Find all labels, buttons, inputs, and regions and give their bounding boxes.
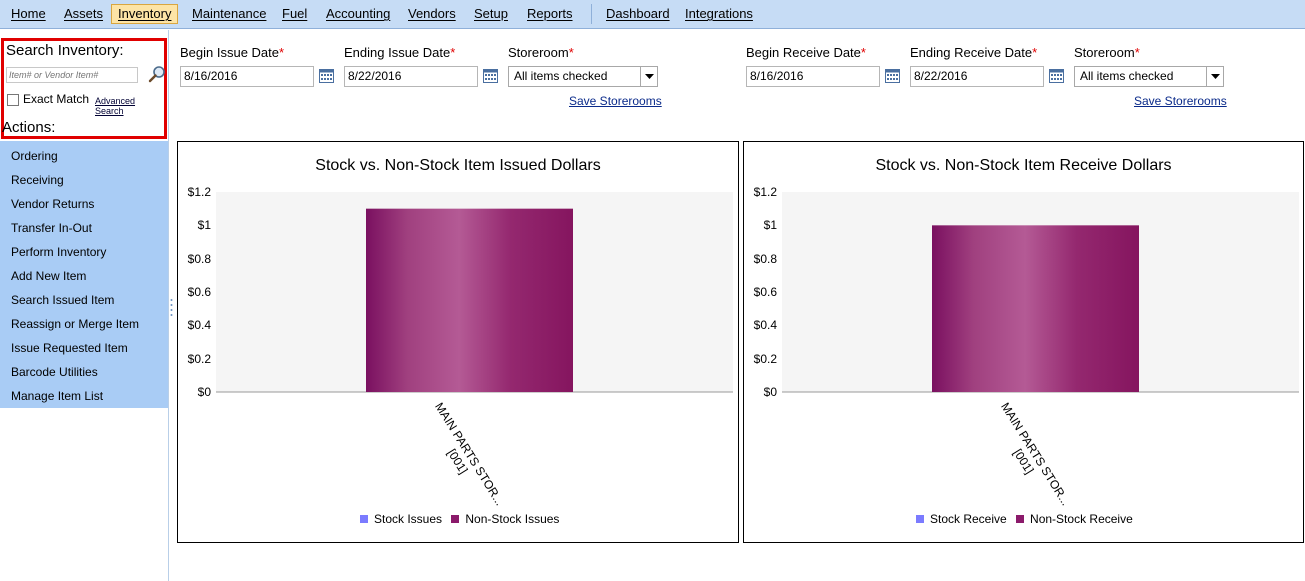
menu-accounting[interactable]: Accounting (326, 6, 391, 21)
action-add-new-item[interactable]: Add New Item (11, 269, 87, 283)
ending-issue-date-field[interactable]: 8/22/2016 (344, 66, 478, 87)
legend-swatch-non-stock (1016, 515, 1025, 523)
main-menu-bar: Home Assets Inventory Maintenance Fuel A… (0, 0, 1305, 29)
legend-item: Stock Receive (916, 512, 1007, 526)
search-icon[interactable] (148, 65, 166, 83)
legend-item: Non-Stock Receive (1016, 512, 1133, 526)
legend-item: Stock Issues (360, 512, 442, 526)
legend-label: Non-Stock Issues (465, 512, 560, 526)
dropdown-button[interactable] (1206, 67, 1223, 86)
y-tick-label: $0.8 (753, 251, 777, 266)
search-inventory-box: Search Inventory: Exact Match Advanced S… (1, 38, 167, 139)
legend-item: Non-Stock Issues (451, 512, 559, 526)
actions-panel: Ordering Receiving Vendor Returns Transf… (0, 141, 168, 408)
calendar-icon[interactable] (1049, 69, 1064, 83)
legend-swatch-non-stock (451, 515, 460, 523)
receive-storeroom-label: Storeroom* (1074, 45, 1140, 60)
chart-legend: Stock Issues Non-Stock Issues (360, 512, 565, 526)
calendar-icon[interactable] (885, 69, 900, 83)
calendar-icon[interactable] (483, 69, 498, 83)
actions-title: Actions: (2, 119, 56, 136)
ending-receive-date-label: Ending Receive Date* (910, 45, 1038, 60)
y-tick-label: $0.2 (753, 351, 777, 366)
legend-swatch-stock (916, 515, 924, 523)
action-transfer-in-out[interactable]: Transfer In-Out (11, 221, 92, 235)
chart-title: Stock vs. Non-Stock Item Issued Dollars (315, 157, 601, 174)
chevron-down-icon (645, 74, 654, 79)
menu-setup[interactable]: Setup (474, 6, 508, 21)
chart-plot (782, 192, 1299, 393)
y-tick-label: $0.2 (187, 351, 211, 366)
menu-assets[interactable]: Assets (64, 6, 104, 21)
y-tick-label: $1 (763, 218, 777, 233)
search-title: Search Inventory: (6, 42, 124, 59)
save-storerooms-link[interactable]: Save Storerooms (1134, 94, 1227, 108)
chevron-down-icon (1211, 74, 1220, 79)
splitter-handle[interactable] (170, 298, 173, 318)
receive-dollars-chart: Stock vs. Non-Stock Item Receive Dollars… (743, 141, 1304, 543)
menu-integrations[interactable]: Integrations (685, 6, 753, 21)
calendar-icon[interactable] (319, 69, 334, 83)
action-issue-requested-item[interactable]: Issue Requested Item (11, 341, 128, 355)
sidebar: Search Inventory: Exact Match Advanced S… (0, 30, 169, 581)
menu-dashboard[interactable]: Dashboard (606, 6, 670, 21)
begin-receive-date-label: Begin Receive Date* (746, 45, 866, 60)
issue-storeroom-select[interactable]: All items checked (508, 66, 658, 87)
issue-storeroom-value: All items checked (514, 69, 608, 83)
y-tick-label: $0.6 (187, 285, 211, 299)
y-tick-label: $0.4 (753, 318, 777, 333)
receive-storeroom-select[interactable]: All items checked (1074, 66, 1224, 87)
exact-match-checkbox[interactable] (7, 94, 19, 106)
legend-label: Stock Receive (930, 512, 1007, 526)
menu-inventory[interactable]: Inventory (111, 4, 179, 24)
begin-issue-date-field[interactable]: 8/16/2016 (180, 66, 314, 87)
advanced-search-link[interactable]: Advanced Search (95, 96, 136, 116)
menu-maintenance[interactable]: Maintenance (192, 6, 267, 21)
y-tick-label: $1.2 (753, 185, 777, 199)
y-tick-label: $1 (197, 218, 211, 233)
menu-home[interactable]: Home (11, 6, 46, 21)
y-tick-label: $0.4 (187, 318, 211, 333)
action-manage-item-list[interactable]: Manage Item List (11, 389, 104, 403)
action-receiving[interactable]: Receiving (11, 173, 64, 187)
legend-swatch-stock (360, 515, 368, 523)
menu-reports[interactable]: Reports (527, 6, 573, 21)
ending-receive-date-field[interactable]: 8/22/2016 (910, 66, 1044, 87)
search-input[interactable] (6, 67, 138, 83)
legend-label: Non-Stock Receive (1030, 512, 1133, 526)
legend-label: Stock Issues (374, 512, 443, 526)
chart-legend: Stock Receive Non-Stock Receive (916, 512, 1139, 526)
y-tick-label: $1.2 (187, 185, 211, 199)
menu-separator (591, 4, 592, 24)
action-perform-inventory[interactable]: Perform Inventory (11, 245, 107, 259)
save-storerooms-link[interactable]: Save Storerooms (569, 94, 662, 108)
issue-storeroom-label: Storeroom* (508, 45, 574, 60)
begin-issue-date-label: Begin Issue Date* (180, 45, 285, 60)
bar-non-stock-receive (932, 225, 1139, 392)
action-vendor-returns[interactable]: Vendor Returns (11, 197, 95, 211)
dropdown-button[interactable] (640, 67, 657, 86)
chart-title: Stock vs. Non-Stock Item Receive Dollars (875, 157, 1172, 174)
issued-dollars-chart: Stock vs. Non-Stock Item Issued Dollars … (177, 141, 739, 543)
receive-storeroom-value: All items checked (1080, 69, 1174, 83)
action-ordering[interactable]: Ordering (11, 149, 58, 163)
action-search-issued-item[interactable]: Search Issued Item (11, 293, 115, 307)
y-tick-label: $0 (763, 385, 777, 399)
exact-match-label: Exact Match (23, 92, 90, 106)
y-tick-label: $0.8 (187, 251, 211, 266)
menu-fuel[interactable]: Fuel (282, 6, 308, 21)
chart-plot (216, 192, 733, 393)
action-reassign-merge-item[interactable]: Reassign or Merge Item (11, 317, 140, 331)
begin-receive-date-field[interactable]: 8/16/2016 (746, 66, 880, 87)
action-barcode-utilities[interactable]: Barcode Utilities (11, 365, 98, 379)
y-tick-label: $0 (197, 385, 211, 399)
menu-vendors[interactable]: Vendors (408, 6, 456, 21)
y-tick-label: $0.6 (753, 285, 777, 299)
ending-issue-date-label: Ending Issue Date* (344, 45, 456, 60)
bar-non-stock-issues (366, 208, 573, 392)
